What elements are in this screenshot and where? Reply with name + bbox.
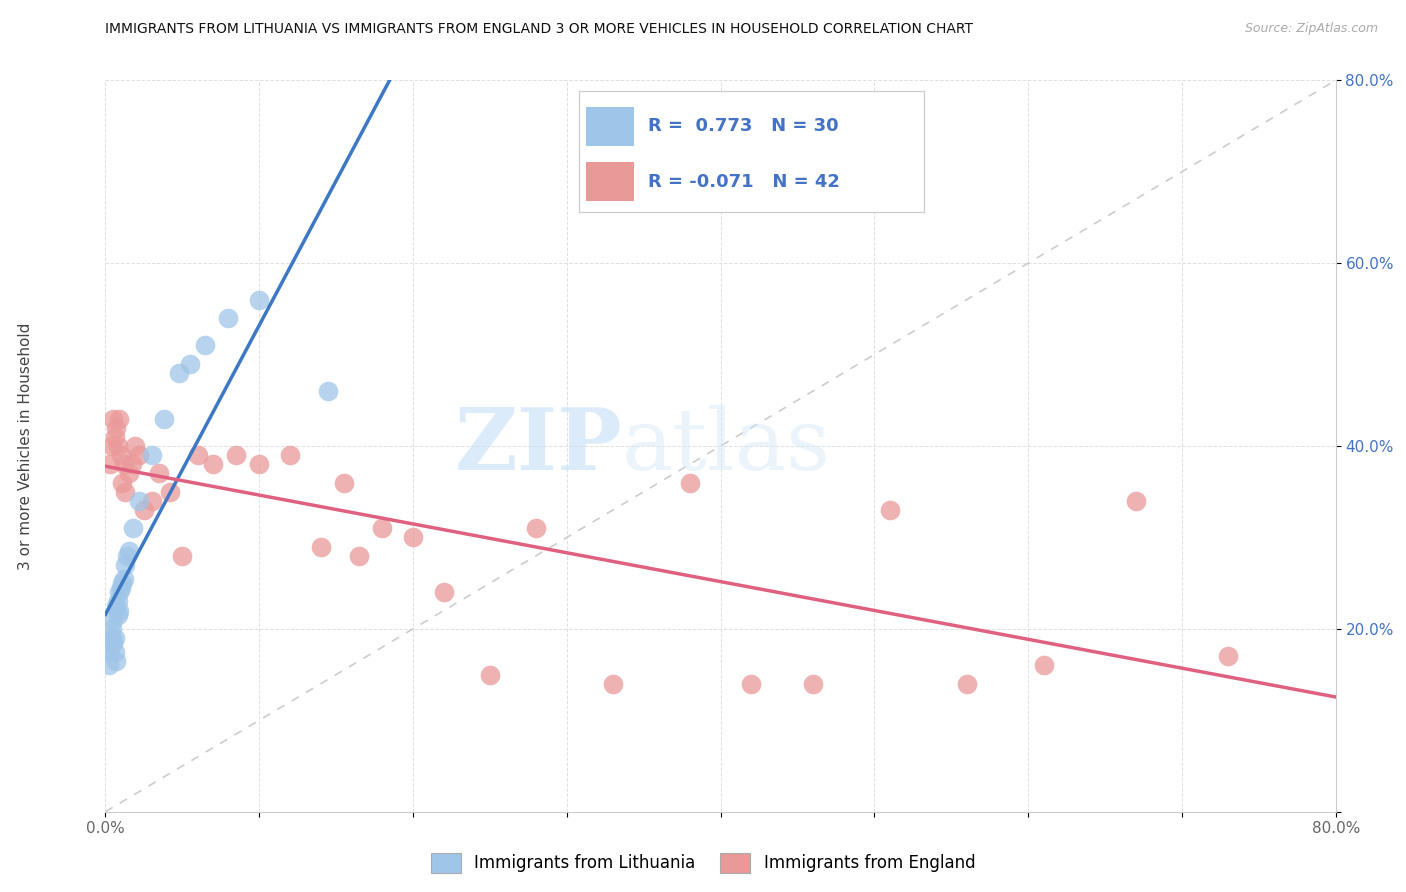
Point <box>105 654 128 668</box>
Point <box>111 576 134 591</box>
Point <box>100 631 122 645</box>
Point <box>433 585 456 599</box>
Point <box>187 448 209 462</box>
Point <box>101 411 124 425</box>
Point <box>112 572 135 586</box>
Point <box>333 475 356 490</box>
Point <box>172 549 194 563</box>
Point <box>1032 658 1054 673</box>
Point <box>879 503 901 517</box>
Point <box>194 338 217 352</box>
Point <box>1125 493 1147 508</box>
Point <box>278 448 301 462</box>
Point <box>104 645 127 659</box>
Point <box>108 603 131 617</box>
Text: ZIP: ZIP <box>454 404 621 488</box>
Point <box>740 676 762 690</box>
Point <box>128 448 150 462</box>
Point <box>524 521 547 535</box>
Point <box>101 635 124 649</box>
Point <box>104 631 127 645</box>
Point <box>679 475 702 490</box>
Point <box>107 594 129 608</box>
Point <box>105 421 128 435</box>
Point <box>101 613 124 627</box>
Point <box>121 458 143 472</box>
Point <box>98 458 121 472</box>
Point <box>956 676 979 690</box>
Point <box>124 439 146 453</box>
Point <box>114 558 136 572</box>
Text: Source: ZipAtlas.com: Source: ZipAtlas.com <box>1244 22 1378 36</box>
Legend: Immigrants from Lithuania, Immigrants from England: Immigrants from Lithuania, Immigrants fr… <box>425 847 981 880</box>
Point <box>110 448 132 462</box>
Point <box>309 540 332 554</box>
Point <box>104 430 127 444</box>
Point <box>153 411 176 425</box>
Point <box>1216 649 1239 664</box>
Point <box>247 293 270 307</box>
Point <box>108 585 131 599</box>
Point <box>371 521 394 535</box>
Point <box>148 467 170 481</box>
Point <box>128 493 150 508</box>
Point <box>141 448 163 462</box>
Point <box>801 676 824 690</box>
Point <box>114 484 136 499</box>
Point <box>169 366 191 380</box>
Point <box>122 521 145 535</box>
Point <box>107 439 129 453</box>
Point <box>111 475 134 490</box>
Point <box>108 411 131 425</box>
Point <box>402 530 425 544</box>
Point <box>115 549 138 563</box>
Text: atlas: atlas <box>621 404 831 488</box>
Point <box>107 608 129 623</box>
Point <box>247 458 270 472</box>
Point <box>602 676 624 690</box>
Point <box>110 581 132 595</box>
Point <box>225 448 247 462</box>
Point <box>159 484 181 499</box>
Point <box>97 658 120 673</box>
Point <box>105 599 128 613</box>
Point <box>117 467 139 481</box>
Point <box>478 667 501 681</box>
Point <box>112 458 135 472</box>
Text: IMMIGRANTS FROM LITHUANIA VS IMMIGRANTS FROM ENGLAND 3 OR MORE VEHICLES IN HOUSE: IMMIGRANTS FROM LITHUANIA VS IMMIGRANTS … <box>105 22 973 37</box>
Point <box>100 439 122 453</box>
Point <box>202 458 225 472</box>
Point <box>100 622 122 636</box>
Point <box>347 549 370 563</box>
Point <box>141 493 163 508</box>
Point <box>117 544 139 558</box>
Text: 3 or more Vehicles in Household: 3 or more Vehicles in Household <box>18 322 32 570</box>
Point <box>218 311 240 326</box>
Point <box>98 645 121 659</box>
Point <box>318 384 340 399</box>
Point <box>132 503 155 517</box>
Point <box>179 357 201 371</box>
